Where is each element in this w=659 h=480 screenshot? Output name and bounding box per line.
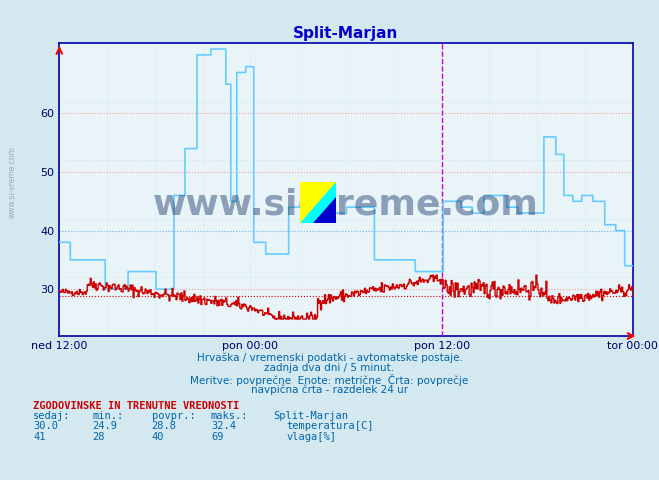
- Polygon shape: [300, 182, 336, 223]
- Text: 40: 40: [152, 432, 164, 442]
- Text: navpična črta - razdelek 24 ur: navpična črta - razdelek 24 ur: [251, 384, 408, 395]
- Text: Hrvaška / vremenski podatki - avtomatske postaje.: Hrvaška / vremenski podatki - avtomatske…: [196, 353, 463, 363]
- Text: 28: 28: [92, 432, 105, 442]
- Text: sedaj:: sedaj:: [33, 411, 71, 421]
- Text: www.si-vreme.com: www.si-vreme.com: [153, 187, 539, 221]
- Text: min.:: min.:: [92, 411, 123, 421]
- Text: maks.:: maks.:: [211, 411, 248, 421]
- Text: www.si-vreme.com: www.si-vreme.com: [8, 146, 17, 218]
- Text: ZGODOVINSKE IN TRENUTNE VREDNOSTI: ZGODOVINSKE IN TRENUTNE VREDNOSTI: [33, 401, 239, 411]
- Text: 69: 69: [211, 432, 223, 442]
- Text: povpr.:: povpr.:: [152, 411, 195, 421]
- Text: zadnja dva dni / 5 minut.: zadnja dva dni / 5 minut.: [264, 363, 395, 373]
- Title: Split-Marjan: Split-Marjan: [293, 25, 399, 41]
- Text: vlaga[%]: vlaga[%]: [286, 432, 336, 442]
- Text: 30.0: 30.0: [33, 421, 58, 432]
- Text: 32.4: 32.4: [211, 421, 236, 432]
- Text: 24.9: 24.9: [92, 421, 117, 432]
- Text: 41: 41: [33, 432, 45, 442]
- Text: temperatura[C]: temperatura[C]: [286, 421, 374, 432]
- Text: Split-Marjan: Split-Marjan: [273, 411, 349, 421]
- Polygon shape: [312, 197, 336, 223]
- Text: 28.8: 28.8: [152, 421, 177, 432]
- Text: Meritve: povprečne  Enote: metrične  Črta: povprečje: Meritve: povprečne Enote: metrične Črta:…: [190, 374, 469, 386]
- Polygon shape: [300, 182, 336, 223]
